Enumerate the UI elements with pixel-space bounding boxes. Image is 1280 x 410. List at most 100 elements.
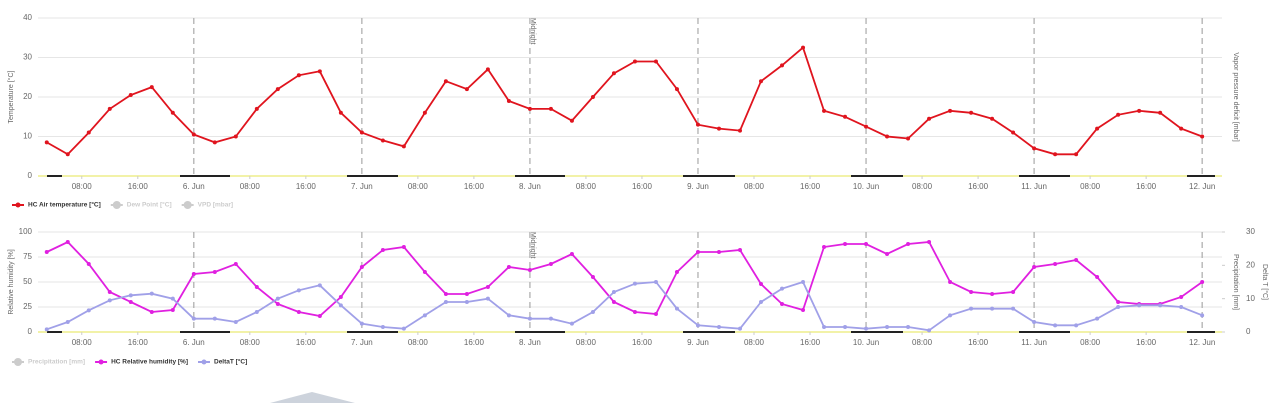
data-point	[254, 310, 259, 314]
data-point	[780, 302, 785, 306]
data-point	[1095, 316, 1100, 321]
data-point	[128, 293, 133, 298]
data-point	[1011, 306, 1016, 311]
x-tick-label: 08:00	[408, 338, 429, 347]
y-tick-label: 40	[23, 13, 32, 22]
y2-axis-title: Vapor pressure deficit [mbar]	[1232, 52, 1239, 141]
legend-item[interactable]: HC Relative humidity [%]	[95, 359, 188, 366]
legend-item[interactable]: Precipitation [mm]	[12, 358, 85, 366]
x-tick-label: 16:00	[1136, 338, 1157, 347]
data-point	[948, 313, 953, 318]
legend-item[interactable]: DeltaT [°C]	[198, 358, 247, 366]
data-point	[737, 326, 742, 331]
data-point	[254, 285, 259, 289]
data-point	[149, 291, 154, 296]
data-point	[149, 85, 154, 90]
data-point	[1179, 295, 1184, 299]
data-point	[65, 152, 70, 157]
x-tick-label: 16:00	[128, 338, 149, 347]
data-point	[927, 116, 932, 121]
legend-item[interactable]: HC Air temperature [°C]	[12, 201, 101, 209]
x-tick-label: 16:00	[968, 338, 989, 347]
data-point	[296, 288, 301, 293]
y-axis-title: Temperature [°C]	[7, 70, 15, 123]
data-point	[443, 79, 448, 84]
x-tick-label: 08:00	[408, 182, 429, 191]
x-tick-label: 16:00	[464, 182, 485, 191]
data-point	[969, 110, 974, 115]
data-point	[1095, 275, 1100, 279]
data-point	[780, 286, 785, 291]
annotation: Midnight	[529, 18, 536, 45]
x-tick-label: 6. Jun	[183, 338, 205, 347]
data-point	[632, 310, 637, 314]
series-line	[46, 46, 1203, 156]
x-tick-label: 16:00	[128, 182, 149, 191]
data-point	[275, 296, 280, 301]
data-point	[128, 93, 133, 98]
x-tick-label: 08:00	[1080, 338, 1101, 347]
data-point	[1011, 130, 1016, 135]
data-point	[906, 325, 911, 329]
x-tick-label: 08:00	[744, 338, 765, 347]
data-point	[401, 326, 406, 331]
data-point	[864, 326, 869, 331]
data-point	[317, 69, 322, 74]
x-tick-label: 12. Jun	[1189, 182, 1215, 191]
data-point	[422, 270, 427, 274]
data-point	[233, 320, 238, 324]
data-point	[1137, 108, 1142, 113]
data-point	[1053, 323, 1058, 328]
data-point	[990, 292, 995, 296]
data-point	[695, 323, 700, 328]
data-point	[1200, 134, 1205, 139]
data-point	[1032, 146, 1037, 151]
data-point	[86, 130, 91, 135]
data-point	[822, 108, 827, 113]
x-tick-label: 16:00	[632, 182, 653, 191]
data-point	[569, 321, 574, 326]
legend-marker	[98, 359, 104, 365]
data-point	[590, 310, 595, 314]
data-point	[44, 327, 49, 332]
data-point	[1074, 152, 1079, 157]
data-point	[1200, 313, 1205, 318]
data-point	[149, 310, 154, 314]
data-point	[695, 250, 700, 254]
data-point	[212, 270, 217, 274]
legend-item[interactable]: VPD [mbar]	[181, 201, 233, 209]
x-tick-label: 9. Jun	[687, 182, 709, 191]
data-point	[1032, 265, 1037, 269]
y-tick-label: 20	[23, 92, 32, 101]
y-tick-label: 0	[28, 327, 33, 336]
data-point	[1179, 305, 1184, 309]
data-point	[44, 140, 49, 145]
data-point	[885, 252, 890, 256]
data-point	[632, 59, 637, 64]
data-point	[86, 308, 91, 313]
legend-marker	[15, 202, 21, 208]
y-tick-label: 25	[23, 302, 32, 311]
x-tick-label: 08:00	[912, 338, 933, 347]
data-point	[1053, 262, 1058, 266]
x-tick-label: 08:00	[240, 182, 261, 191]
data-point	[1137, 303, 1142, 308]
data-point	[927, 240, 932, 244]
data-point	[443, 292, 448, 296]
data-point	[548, 106, 553, 111]
data-point	[359, 265, 364, 269]
legend-item[interactable]: Dew Point [°C]	[110, 201, 172, 209]
data-point	[170, 308, 175, 312]
data-point	[296, 310, 301, 314]
data-point	[906, 136, 911, 141]
data-point	[843, 242, 848, 246]
data-point	[1074, 323, 1079, 328]
data-point	[885, 325, 890, 329]
annotation: Midnight	[529, 232, 536, 259]
data-point	[359, 130, 364, 135]
x-tick-label: 16:00	[296, 338, 317, 347]
x-tick-label: 08:00	[240, 338, 261, 347]
x-tick-label: 16:00	[1136, 182, 1157, 191]
data-point	[759, 300, 764, 304]
